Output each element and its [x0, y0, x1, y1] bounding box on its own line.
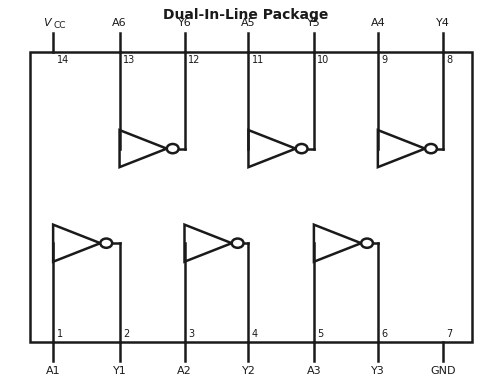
Text: A4: A4 [370, 18, 385, 28]
Text: 13: 13 [123, 55, 135, 65]
Text: 9: 9 [381, 55, 387, 65]
Text: Y1: Y1 [113, 366, 126, 376]
Text: 4: 4 [252, 328, 258, 339]
Text: 8: 8 [446, 55, 452, 65]
Text: Y2: Y2 [242, 366, 255, 376]
Text: A6: A6 [112, 18, 127, 28]
Text: A2: A2 [177, 366, 192, 376]
Text: Dual-In-Line Package: Dual-In-Line Package [163, 8, 329, 22]
Text: Y6: Y6 [178, 18, 191, 28]
Text: 3: 3 [188, 328, 194, 339]
Text: 1: 1 [57, 328, 62, 339]
Text: 10: 10 [317, 55, 330, 65]
Text: CC: CC [53, 21, 65, 30]
Text: Y3: Y3 [371, 366, 385, 376]
Text: V: V [43, 18, 51, 28]
Text: 6: 6 [381, 328, 387, 339]
Text: A3: A3 [307, 366, 321, 376]
Bar [30, 52, 472, 342]
Text: 12: 12 [188, 55, 200, 65]
Text: 5: 5 [317, 328, 324, 339]
Text: A5: A5 [241, 18, 256, 28]
Text: 2: 2 [123, 328, 129, 339]
Text: GND: GND [430, 366, 456, 376]
Text: A1: A1 [46, 366, 61, 376]
Text: 14: 14 [57, 55, 69, 65]
Text: 11: 11 [252, 55, 264, 65]
Text: Y5: Y5 [307, 18, 321, 28]
Text: 7: 7 [446, 328, 453, 339]
Text: Y4: Y4 [436, 18, 450, 28]
